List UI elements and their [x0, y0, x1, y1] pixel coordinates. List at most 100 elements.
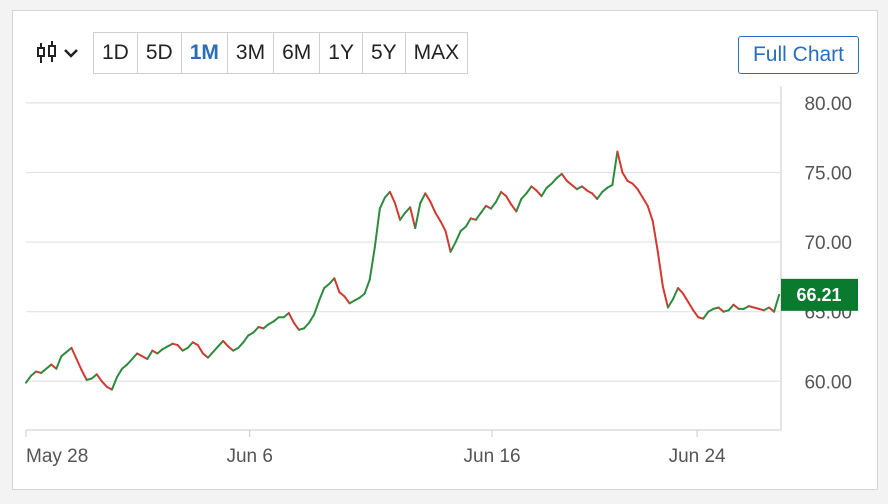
price-segment: [525, 185, 533, 195]
price-segment: [454, 229, 462, 244]
price-segment: [636, 188, 644, 199]
price-segment: [535, 189, 543, 198]
range-button-1y[interactable]: 1Y: [319, 33, 362, 73]
price-segment: [768, 306, 776, 313]
price-segment: [287, 312, 295, 324]
price-segment: [682, 292, 690, 303]
price-segment: [732, 303, 740, 310]
price-segment: [444, 229, 452, 253]
price-segment: [131, 352, 139, 361]
range-button-1d[interactable]: 1D: [102, 41, 129, 64]
price-segment: [439, 220, 447, 232]
range-button-1m[interactable]: 1M: [180, 33, 227, 73]
price-segment: [424, 192, 432, 203]
price-segment: [242, 334, 250, 344]
price-segment: [646, 204, 654, 223]
price-segment: [358, 292, 366, 299]
price-segment: [75, 358, 83, 372]
price-segment: [677, 287, 685, 295]
price-segment: [212, 345, 220, 354]
price-segment: [727, 303, 735, 312]
price-segment: [773, 293, 781, 313]
range-button-3m[interactable]: 3M: [226, 33, 273, 73]
range-button-5d[interactable]: 5D: [136, 33, 181, 73]
price-segment: [459, 225, 467, 232]
price-segment: [515, 197, 523, 213]
price-segment: [581, 185, 589, 192]
price-segment: [343, 295, 351, 305]
price-segment: [565, 179, 573, 187]
price-segment: [404, 206, 412, 214]
price-segment: [308, 313, 316, 324]
price-segment: [555, 172, 563, 180]
price-segment: [196, 344, 204, 355]
price-segment: [449, 241, 457, 253]
price-segment: [687, 300, 695, 312]
x-tick-label: May 28: [26, 446, 88, 467]
price-segment: [55, 355, 63, 370]
price-segment: [661, 285, 669, 309]
price-segment: [434, 211, 442, 223]
price-segment: [227, 345, 235, 352]
price-segment: [373, 207, 381, 249]
price-segment: [45, 363, 53, 370]
price-segment: [479, 204, 487, 214]
price-segment: [217, 339, 225, 348]
price-segment: [282, 312, 290, 319]
price-segment: [399, 211, 407, 221]
price-segment: [121, 363, 129, 370]
full-chart-button[interactable]: Full Chart: [738, 36, 859, 74]
price-segment: [115, 367, 124, 379]
price-segment: [176, 344, 184, 352]
range-button-max[interactable]: MAX: [404, 33, 468, 73]
price-segment: [333, 277, 341, 294]
price-segment: [95, 373, 103, 383]
y-tick-label: 70.00: [804, 233, 852, 254]
price-segment: [591, 192, 599, 200]
price-segment: [40, 367, 48, 374]
price-segment: [222, 339, 230, 348]
price-segment: [110, 376, 118, 391]
chart-widget: [12, 10, 878, 490]
price-segment: [510, 203, 518, 213]
price-segment: [388, 190, 396, 205]
price-segment: [616, 150, 624, 174]
price-segment: [651, 220, 659, 253]
price-segment: [206, 351, 215, 359]
price-segment: [570, 184, 578, 191]
chart-type-selector[interactable]: [25, 32, 87, 74]
price-segment: [520, 192, 528, 200]
price-segment: [303, 321, 311, 330]
x-tick-label: Jun 16: [464, 446, 521, 467]
chevron-down-icon: [63, 49, 78, 58]
price-segment: [545, 182, 553, 189]
price-segment: [186, 341, 194, 349]
price-segment: [25, 374, 33, 384]
price-segment: [328, 277, 336, 285]
price-segment: [429, 200, 437, 214]
range-button-5y[interactable]: 5Y: [361, 33, 405, 73]
price-segment: [90, 373, 98, 380]
price-segment: [464, 217, 472, 228]
price-segment: [641, 196, 649, 207]
price-segment: [146, 349, 154, 361]
price-segment: [611, 150, 619, 187]
price-segment: [292, 321, 300, 331]
price-segment: [318, 287, 326, 302]
price-segment: [621, 171, 629, 182]
price-segment: [666, 298, 674, 309]
price-segment: [505, 195, 513, 206]
price-segment: [490, 200, 498, 210]
price-segment: [272, 316, 280, 323]
price-segment: [126, 358, 134, 366]
price-segment: [383, 190, 391, 199]
range-button-6m[interactable]: 6M: [273, 33, 319, 73]
x-tick-label: Jun 24: [669, 446, 726, 467]
price-segment: [500, 190, 508, 198]
price-segment: [70, 346, 78, 361]
price-segment: [692, 309, 700, 319]
x-tick-label: Jun 6: [226, 446, 272, 467]
price-segment: [419, 192, 427, 205]
price-segment: [378, 196, 386, 210]
